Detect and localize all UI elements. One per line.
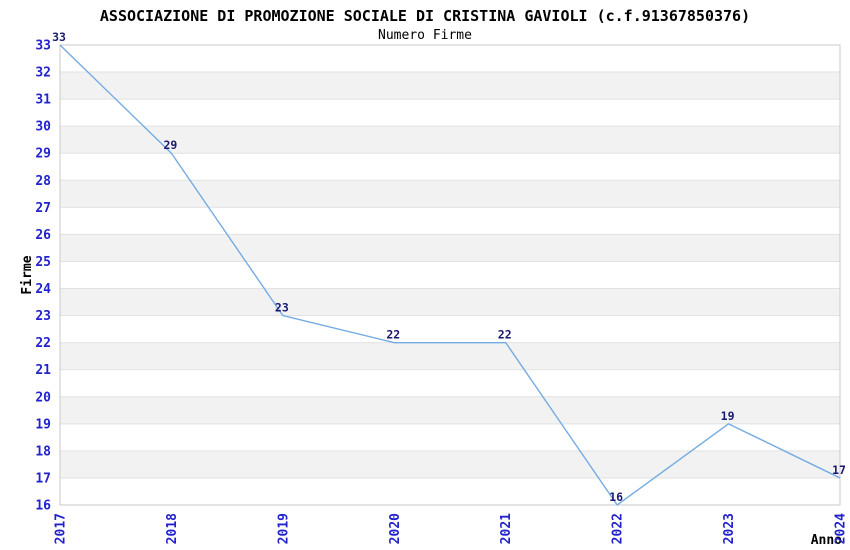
grid-band xyxy=(60,234,840,262)
grid-band xyxy=(60,396,840,424)
y-tick-label: 17 xyxy=(35,471,51,486)
x-tick-label: 2021 xyxy=(499,513,514,544)
grid-band xyxy=(60,288,840,316)
y-tick-label: 30 xyxy=(35,120,51,135)
point-label: 29 xyxy=(163,138,177,152)
y-tick-label: 24 xyxy=(35,282,51,297)
point-label: 33 xyxy=(52,30,66,44)
grid-band xyxy=(60,450,840,478)
grid-band xyxy=(60,342,840,370)
y-tick-label: 23 xyxy=(35,309,51,324)
point-label: 19 xyxy=(721,409,735,423)
y-tick-label: 33 xyxy=(35,39,51,54)
x-tick-label: 2019 xyxy=(276,513,291,544)
x-tick-label: 2022 xyxy=(611,513,626,544)
data-line xyxy=(59,44,841,506)
y-axis-title: Firme xyxy=(20,255,35,294)
x-tick-label: 2024 xyxy=(834,513,849,544)
y-tick-label: 29 xyxy=(35,147,51,162)
y-tick-label: 19 xyxy=(35,417,51,432)
x-tick-label: 2018 xyxy=(165,513,180,544)
x-axis-title: Anno xyxy=(811,533,842,548)
x-tick-label: 2017 xyxy=(54,513,69,544)
grid-lines xyxy=(60,44,840,506)
grid-band xyxy=(60,180,840,208)
point-labels: 33 29 23 22 22 16 19 17 xyxy=(52,30,846,504)
y-tick-label: 22 xyxy=(35,336,51,351)
x-tick-label: 2023 xyxy=(722,513,737,544)
y-tick-label: 21 xyxy=(35,363,51,378)
point-label: 23 xyxy=(275,301,289,315)
grid-bands xyxy=(60,72,840,478)
chart-title: ASSOCIAZIONE DI PROMOZIONE SOCIALE DI CR… xyxy=(100,7,750,25)
point-label: 16 xyxy=(609,490,623,504)
y-tick-label: 28 xyxy=(35,174,51,189)
y-tick-label: 16 xyxy=(35,499,51,514)
y-tick-label: 25 xyxy=(35,255,51,270)
plot-border xyxy=(59,44,841,506)
grid-band xyxy=(60,126,840,154)
x-tick-label: 2020 xyxy=(388,513,403,544)
point-label: 22 xyxy=(386,328,400,342)
grid-band xyxy=(60,72,840,100)
y-tick-label: 32 xyxy=(35,66,51,81)
point-label: 17 xyxy=(832,463,846,477)
y-tick-label: 26 xyxy=(35,228,51,243)
y-tick-label: 20 xyxy=(35,390,51,405)
y-tick-label: 18 xyxy=(35,444,51,459)
chart-subtitle: Numero Firme xyxy=(378,28,472,43)
x-axis-tick-labels: 2017 2018 2019 2020 2021 2022 2023 2024 xyxy=(54,513,849,544)
point-label: 22 xyxy=(498,328,512,342)
y-axis-tick-labels: 16 17 18 19 20 21 22 23 24 25 26 27 28 29 30 31 32 33 xyxy=(35,39,51,514)
y-tick-label: 27 xyxy=(35,201,51,216)
y-tick-label: 31 xyxy=(35,93,51,108)
